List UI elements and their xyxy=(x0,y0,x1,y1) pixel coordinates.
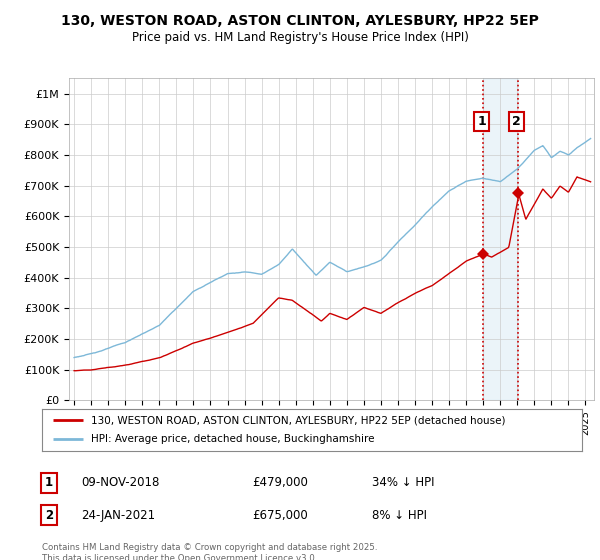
Text: 2: 2 xyxy=(45,508,53,522)
Text: 130, WESTON ROAD, ASTON CLINTON, AYLESBURY, HP22 5EP (detached house): 130, WESTON ROAD, ASTON CLINTON, AYLESBU… xyxy=(91,415,505,425)
Text: 130, WESTON ROAD, ASTON CLINTON, AYLESBURY, HP22 5EP: 130, WESTON ROAD, ASTON CLINTON, AYLESBU… xyxy=(61,14,539,28)
Text: Contains HM Land Registry data © Crown copyright and database right 2025.
This d: Contains HM Land Registry data © Crown c… xyxy=(42,543,377,560)
Text: 2: 2 xyxy=(512,115,521,128)
Text: 24-JAN-2021: 24-JAN-2021 xyxy=(81,508,155,522)
Text: £479,000: £479,000 xyxy=(252,476,308,489)
Bar xyxy=(483,78,518,400)
Text: Price paid vs. HM Land Registry's House Price Index (HPI): Price paid vs. HM Land Registry's House … xyxy=(131,31,469,44)
Text: £675,000: £675,000 xyxy=(252,508,308,522)
Text: 1: 1 xyxy=(477,115,486,128)
Text: 09-NOV-2018: 09-NOV-2018 xyxy=(81,476,160,489)
Text: 34% ↓ HPI: 34% ↓ HPI xyxy=(372,476,434,489)
Text: HPI: Average price, detached house, Buckinghamshire: HPI: Average price, detached house, Buck… xyxy=(91,435,374,445)
Text: 8% ↓ HPI: 8% ↓ HPI xyxy=(372,508,427,522)
Text: 1: 1 xyxy=(45,476,53,489)
